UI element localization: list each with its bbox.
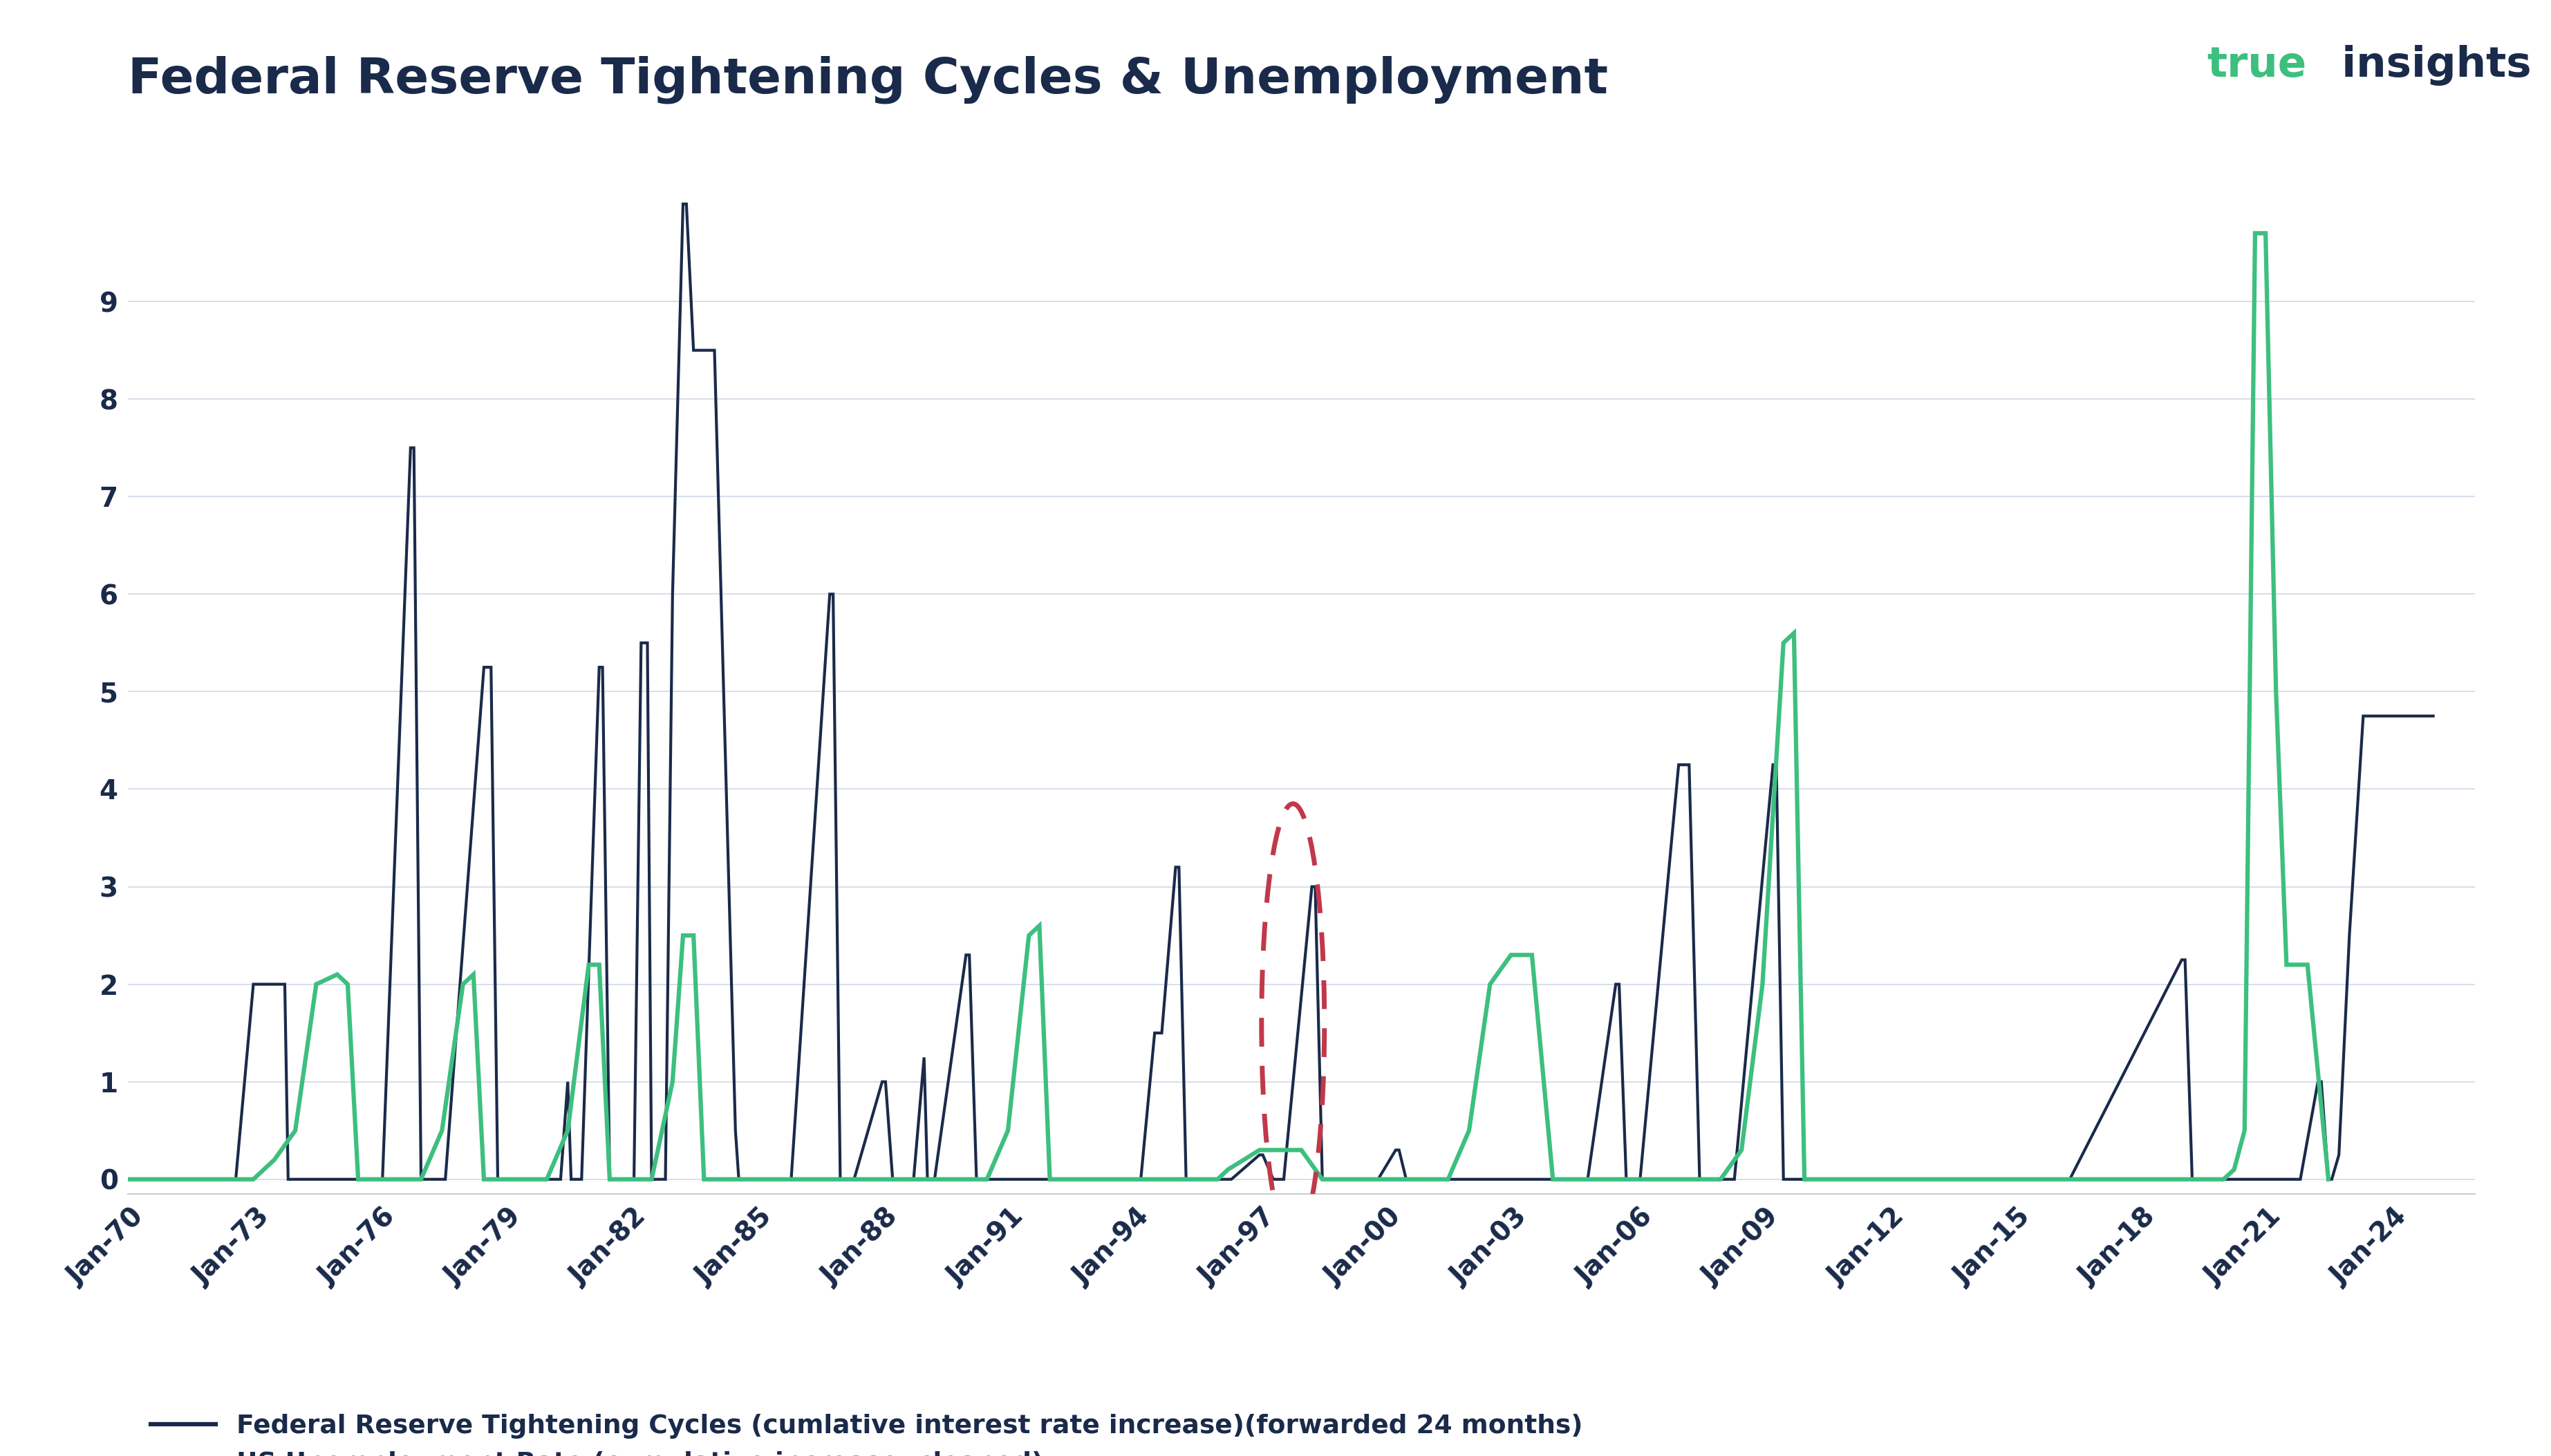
Legend: Federal Reserve Tightening Cycles (cumlative interest rate increase)(forwarded 2: Federal Reserve Tightening Cycles (cumla… xyxy=(140,1404,1592,1456)
Text: Federal Reserve Tightening Cycles & Unemployment: Federal Reserve Tightening Cycles & Unem… xyxy=(128,55,1607,103)
Text: true: true xyxy=(2207,45,2306,86)
Text: insights: insights xyxy=(2327,45,2531,86)
